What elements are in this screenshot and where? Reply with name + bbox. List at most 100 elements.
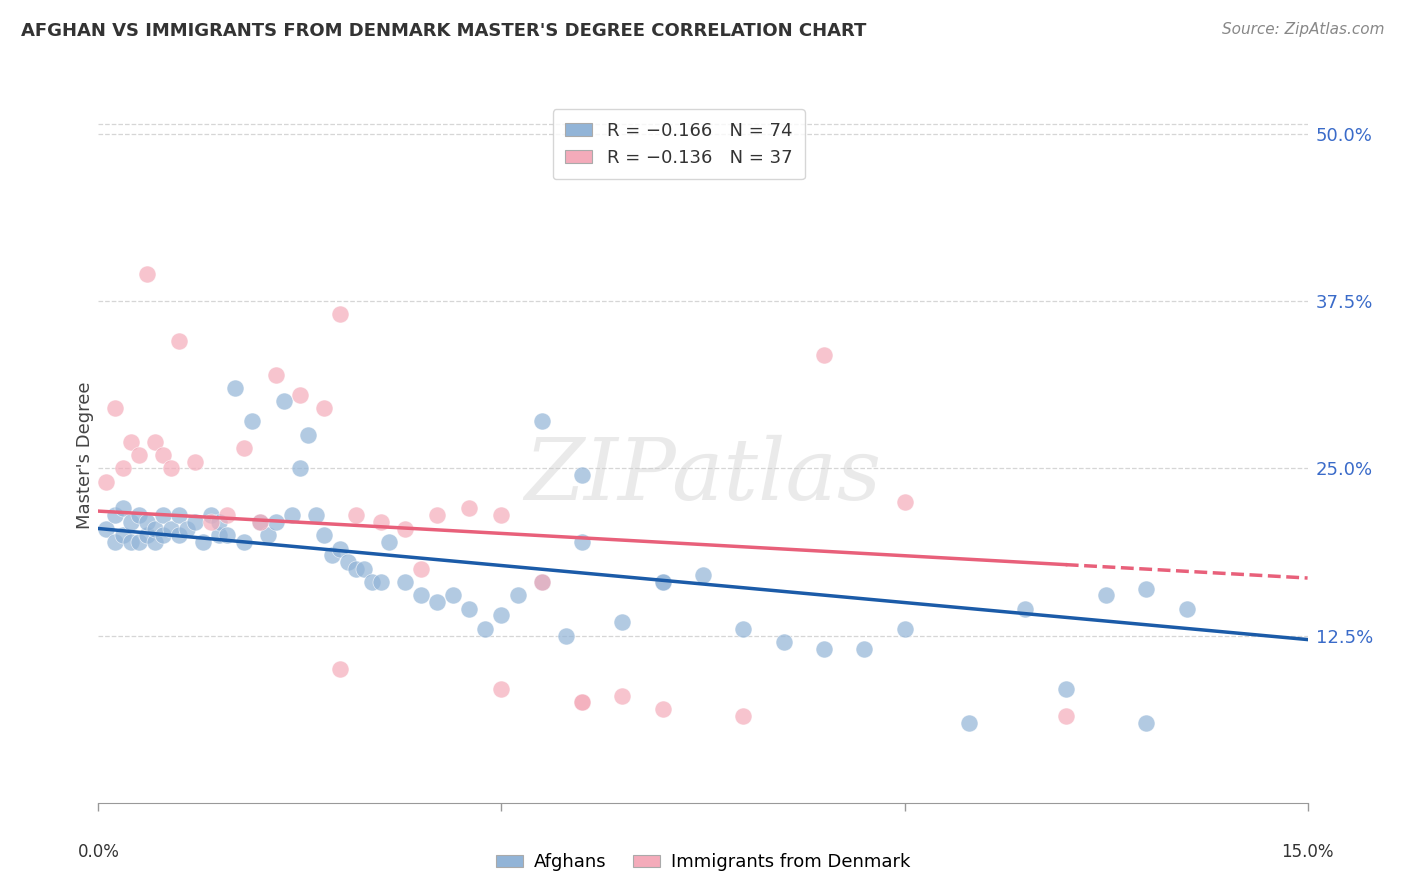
- Point: [224, 381, 246, 395]
- Point: [96, 521, 118, 535]
- Point: [232, 535, 254, 549]
- Point: [120, 515, 142, 529]
- Point: [264, 515, 287, 529]
- Point: [530, 415, 553, 429]
- Legend: R = −0.166   N = 74, R = −0.136   N = 37: R = −0.166 N = 74, R = −0.136 N = 37: [553, 109, 806, 179]
- Point: [651, 575, 673, 590]
- Point: [1095, 589, 1118, 603]
- Text: AFGHAN VS IMMIGRANTS FROM DENMARK MASTER'S DEGREE CORRELATION CHART: AFGHAN VS IMMIGRANTS FROM DENMARK MASTER…: [21, 22, 866, 40]
- Point: [208, 528, 231, 542]
- Point: [232, 442, 254, 456]
- Point: [297, 428, 319, 442]
- Point: [337, 555, 360, 569]
- Point: [530, 575, 553, 590]
- Point: [217, 528, 239, 542]
- Point: [143, 434, 166, 449]
- Point: [193, 535, 215, 549]
- Point: [314, 528, 336, 542]
- Point: [733, 708, 755, 723]
- Point: [571, 696, 593, 710]
- Point: [555, 628, 578, 642]
- Point: [426, 595, 449, 609]
- Point: [893, 494, 915, 508]
- Point: [370, 515, 392, 529]
- Point: [240, 415, 263, 429]
- Point: [103, 508, 125, 523]
- Point: [111, 501, 134, 516]
- Point: [103, 401, 125, 416]
- Point: [409, 589, 432, 603]
- Point: [152, 528, 174, 542]
- Point: [409, 562, 432, 576]
- Point: [96, 475, 118, 489]
- Point: [458, 602, 481, 616]
- Point: [1054, 681, 1077, 696]
- Point: [1135, 715, 1157, 730]
- Point: [651, 575, 673, 590]
- Point: [184, 515, 207, 529]
- Text: 15.0%: 15.0%: [1281, 843, 1334, 861]
- Point: [329, 307, 352, 322]
- Point: [651, 702, 673, 716]
- Point: [612, 615, 634, 630]
- Point: [441, 589, 464, 603]
- Point: [103, 535, 125, 549]
- Point: [1135, 582, 1157, 596]
- Point: [135, 268, 157, 282]
- Point: [120, 535, 142, 549]
- Point: [249, 515, 271, 529]
- Point: [344, 562, 367, 576]
- Point: [143, 521, 166, 535]
- Legend: Afghans, Immigrants from Denmark: Afghans, Immigrants from Denmark: [488, 847, 918, 879]
- Point: [152, 508, 174, 523]
- Point: [426, 508, 449, 523]
- Point: [361, 575, 384, 590]
- Point: [135, 515, 157, 529]
- Text: Source: ZipAtlas.com: Source: ZipAtlas.com: [1222, 22, 1385, 37]
- Point: [957, 715, 980, 730]
- Point: [256, 528, 278, 542]
- Point: [474, 622, 496, 636]
- Point: [152, 448, 174, 462]
- Point: [530, 575, 553, 590]
- Point: [458, 501, 481, 516]
- Point: [344, 508, 367, 523]
- Point: [249, 515, 271, 529]
- Point: [264, 368, 287, 382]
- Point: [167, 528, 190, 542]
- Point: [813, 642, 835, 657]
- Point: [314, 401, 336, 416]
- Point: [394, 521, 416, 535]
- Point: [772, 635, 794, 649]
- Point: [167, 508, 190, 523]
- Point: [184, 455, 207, 469]
- Point: [135, 528, 157, 542]
- Point: [288, 388, 311, 402]
- Point: [288, 461, 311, 475]
- Point: [1175, 602, 1198, 616]
- Point: [120, 434, 142, 449]
- Point: [143, 535, 166, 549]
- Point: [370, 575, 392, 590]
- Point: [176, 521, 198, 535]
- Point: [160, 461, 183, 475]
- Point: [200, 515, 222, 529]
- Point: [506, 589, 529, 603]
- Point: [208, 515, 231, 529]
- Point: [571, 535, 593, 549]
- Point: [353, 562, 375, 576]
- Point: [1014, 602, 1036, 616]
- Point: [692, 568, 714, 582]
- Point: [200, 508, 222, 523]
- Point: [733, 622, 755, 636]
- Point: [491, 508, 513, 523]
- Point: [128, 535, 150, 549]
- Text: ZIPatlas: ZIPatlas: [524, 434, 882, 517]
- Point: [160, 521, 183, 535]
- Point: [111, 528, 134, 542]
- Point: [281, 508, 304, 523]
- Point: [491, 608, 513, 623]
- Point: [571, 696, 593, 710]
- Point: [167, 334, 190, 349]
- Point: [813, 348, 835, 362]
